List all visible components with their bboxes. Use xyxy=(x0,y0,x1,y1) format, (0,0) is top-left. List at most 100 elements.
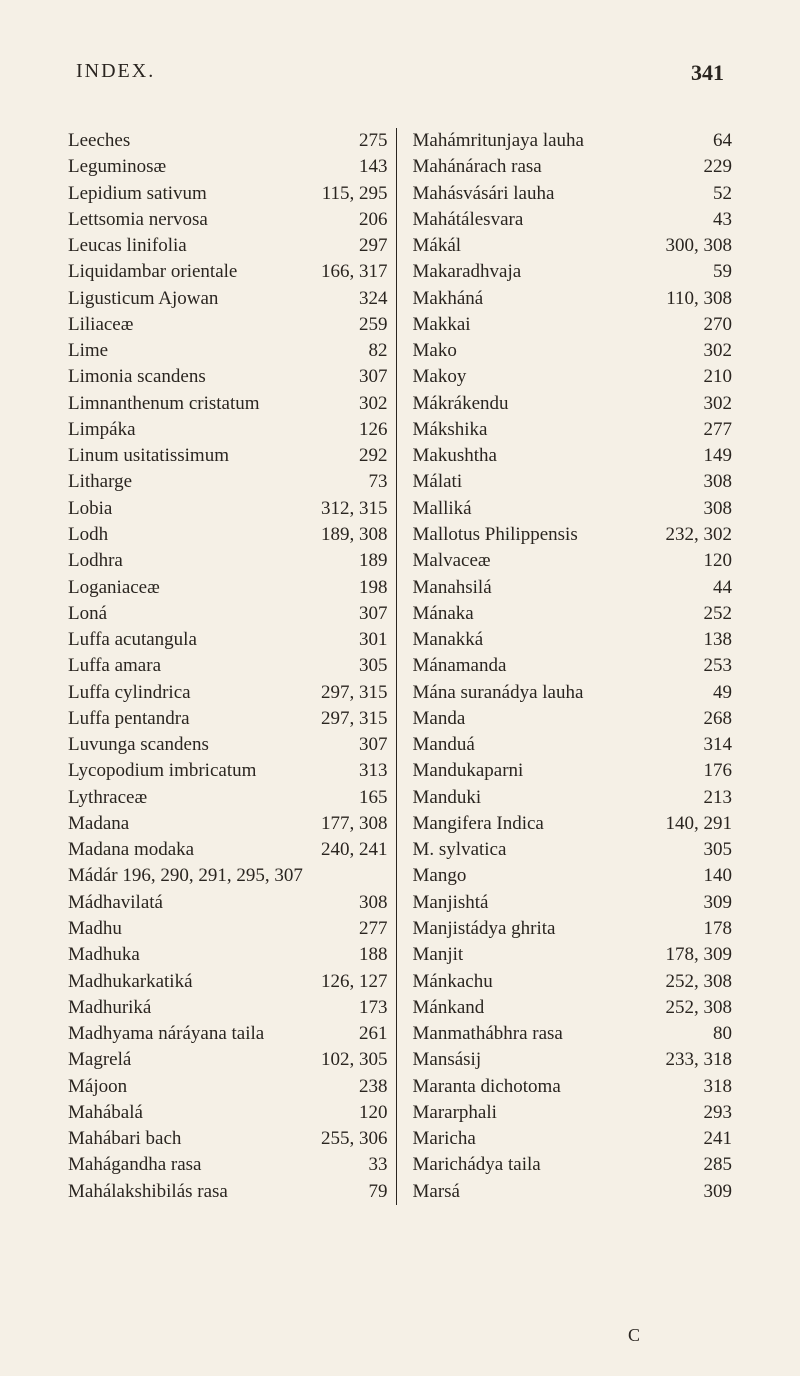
entry-page: 173 xyxy=(349,995,388,1020)
entry-name: Makushtha xyxy=(413,443,694,468)
entry-page: 198 xyxy=(349,575,388,600)
entry-name: Malvaceæ xyxy=(413,548,694,573)
entry-name: Mákshika xyxy=(413,417,694,442)
entry-page: 138 xyxy=(694,627,733,652)
entry-name: Mako xyxy=(413,338,694,363)
index-entry: Loná307 xyxy=(68,601,388,626)
entry-name: Loganiaceæ xyxy=(68,575,349,600)
entry-name: Makháná xyxy=(413,286,657,311)
index-entry: Lycopodium imbricatum313 xyxy=(68,758,388,783)
index-entry: Manjishtá309 xyxy=(413,890,733,915)
entry-name: Lettsomia nervosa xyxy=(68,207,349,232)
entry-page: 252 xyxy=(694,601,733,626)
entry-page: 297, 315 xyxy=(311,706,388,731)
index-entry: Mahámritunjaya lauha64 xyxy=(413,128,733,153)
entry-page: 305 xyxy=(349,653,388,678)
index-entry: Manduá314 xyxy=(413,732,733,757)
entry-page: 275 xyxy=(349,128,388,153)
entry-page: 252, 308 xyxy=(656,969,733,994)
entry-page: 297, 315 xyxy=(311,680,388,705)
entry-page: 140, 291 xyxy=(656,811,733,836)
entry-name: Malliká xyxy=(413,496,694,521)
entry-page: 210 xyxy=(694,364,733,389)
entry-page: 165 xyxy=(349,785,388,810)
entry-page: 312, 315 xyxy=(311,496,388,521)
entry-page: 102, 305 xyxy=(311,1047,388,1072)
entry-name: Luffa acutangula xyxy=(68,627,349,652)
index-entry: Makháná110, 308 xyxy=(413,286,733,311)
index-entry: Madhuriká173 xyxy=(68,995,388,1020)
entry-name: Málati xyxy=(413,469,694,494)
entry-page: 188 xyxy=(349,942,388,967)
entry-name: Mahábari bach xyxy=(68,1126,311,1151)
index-entry: Maranta dichotoma318 xyxy=(413,1074,733,1099)
entry-name: Mákál xyxy=(413,233,656,258)
index-entry: Mango140 xyxy=(413,863,733,888)
index-entry: Mána suranádya lauha49 xyxy=(413,680,733,705)
entry-name: Manakká xyxy=(413,627,694,652)
entry-page: 110, 308 xyxy=(656,286,732,311)
entry-name: Makaradhvaja xyxy=(413,259,704,284)
entry-name: Leguminosæ xyxy=(68,154,349,179)
entry-page: 120 xyxy=(694,548,733,573)
entry-name: Madana modaka xyxy=(68,837,311,862)
index-entry: Madhu277 xyxy=(68,916,388,941)
index-entry: Mahábalá120 xyxy=(68,1100,388,1125)
index-entry: Ligusticum Ajowan324 xyxy=(68,286,388,311)
index-entry: Leguminosæ143 xyxy=(68,154,388,179)
entry-page: 120 xyxy=(349,1100,388,1125)
index-entry: Malvaceæ120 xyxy=(413,548,733,573)
entry-name: Liquidambar orientale xyxy=(68,259,311,284)
signature-letter: C xyxy=(628,1325,640,1346)
entry-page: 43 xyxy=(703,207,732,232)
entry-page: 255, 306 xyxy=(311,1126,388,1151)
index-entry: Manakká138 xyxy=(413,627,733,652)
index-entry: Leucas linifolia297 xyxy=(68,233,388,258)
index-entry: Manmathábhra rasa80 xyxy=(413,1021,733,1046)
index-entry: Mahálakshibilás rasa79 xyxy=(68,1179,388,1204)
entry-page: 259 xyxy=(349,312,388,337)
index-entry: Litharge73 xyxy=(68,469,388,494)
entry-name: Manjishtá xyxy=(413,890,694,915)
entry-page: 268 xyxy=(694,706,733,731)
index-entry: Mádár 196, 290, 291, 295, 307 xyxy=(68,863,388,888)
entry-name: Luffa amara xyxy=(68,653,349,678)
index-entry: Mararphali293 xyxy=(413,1100,733,1125)
entry-page: 80 xyxy=(703,1021,732,1046)
index-entry: Mangifera Indica140, 291 xyxy=(413,811,733,836)
entry-page: 166, 317 xyxy=(311,259,388,284)
entry-page: 140 xyxy=(694,863,733,888)
entry-name: Mánaka xyxy=(413,601,694,626)
entry-page: 233, 318 xyxy=(656,1047,733,1072)
entry-name: Liliaceæ xyxy=(68,312,349,337)
index-entry: Mako302 xyxy=(413,338,733,363)
entry-page: 178 xyxy=(694,916,733,941)
entry-name: Maricha xyxy=(413,1126,694,1151)
entry-name: Mahábalá xyxy=(68,1100,349,1125)
entry-name: Madana xyxy=(68,811,311,836)
index-entry: Lobia312, 315 xyxy=(68,496,388,521)
entry-name: Madhuka xyxy=(68,942,349,967)
left-column: Leeches275Leguminosæ143Lepidium sativum1… xyxy=(68,128,394,1205)
entry-page: 318 xyxy=(694,1074,733,1099)
entry-name: Luvunga scandens xyxy=(68,732,349,757)
entry-page: 82 xyxy=(359,338,388,363)
index-entry: Makkai270 xyxy=(413,312,733,337)
index-entry: Mákshika277 xyxy=(413,417,733,442)
index-entry: Mansásij233, 318 xyxy=(413,1047,733,1072)
entry-page: 143 xyxy=(349,154,388,179)
entry-page: 300, 308 xyxy=(656,233,733,258)
right-column: Mahámritunjaya lauha64Mahánárach rasa229… xyxy=(399,128,733,1205)
entry-name: Madhyama náráyana taila xyxy=(68,1021,349,1046)
entry-name: Lycopodium imbricatum xyxy=(68,758,349,783)
entry-name: Lobia xyxy=(68,496,311,521)
index-entry: Májoon238 xyxy=(68,1074,388,1099)
entry-name: Mallotus Philippensis xyxy=(413,522,656,547)
entry-name: Ligusticum Ajowan xyxy=(68,286,349,311)
index-entry: Lythraceæ165 xyxy=(68,785,388,810)
index-entry: Lodhra189 xyxy=(68,548,388,573)
index-entry: Maricha241 xyxy=(413,1126,733,1151)
entry-page: 297 xyxy=(349,233,388,258)
index-entry: Manahsilá44 xyxy=(413,575,733,600)
entry-name: Madhukarkatiká xyxy=(68,969,311,994)
